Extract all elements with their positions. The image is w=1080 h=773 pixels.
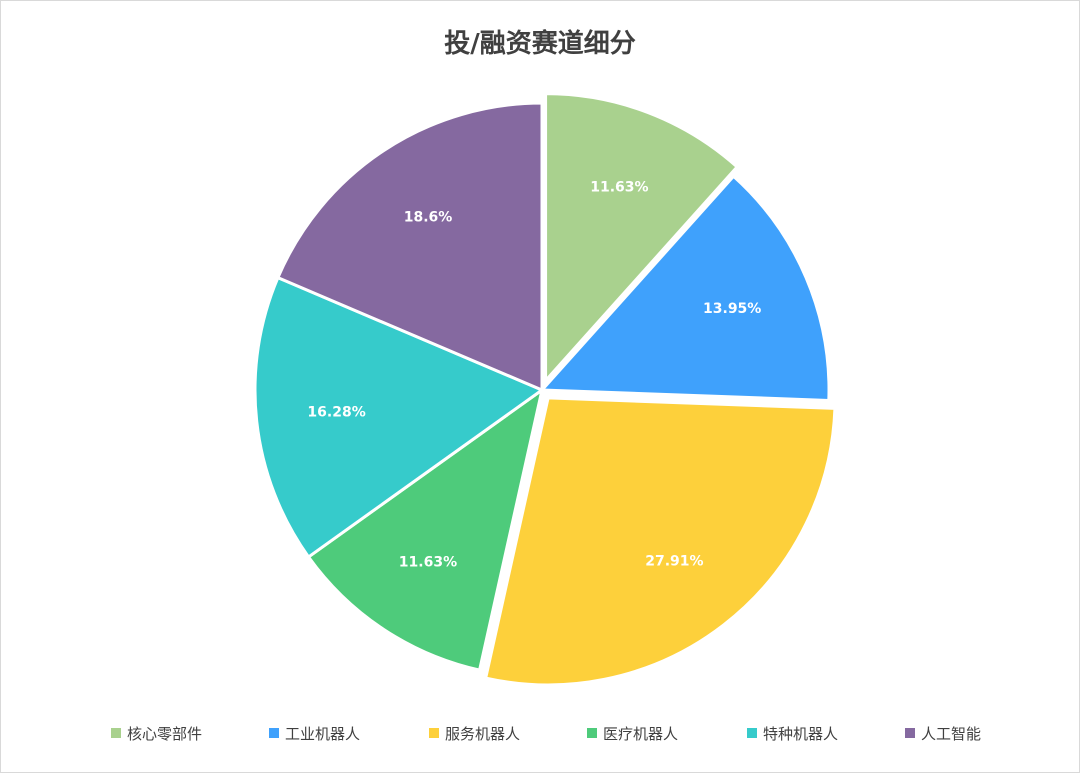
pie-slice [253,276,544,559]
pie-slice [484,396,837,687]
legend-item[interactable]: 人工智能 [905,719,981,747]
slice-data-label: 13.95% [703,301,761,317]
slice-data-label: 11.63% [590,180,648,196]
legend-swatch [111,728,121,738]
legend-swatch [747,728,757,738]
legend-label: 核心零部件 [127,724,203,743]
legend-item[interactable]: 医疗机器人 [587,719,678,747]
legend-swatch [269,728,279,738]
slice-data-label: 11.63% [399,554,457,570]
legend-label: 人工智能 [921,724,982,743]
slice-data-label: 18.6% [404,210,453,226]
legend-label: 服务机器人 [445,724,521,743]
legend-item[interactable]: 特种机器人 [747,719,838,747]
legend-swatch [587,728,597,738]
slice-data-label: 27.91% [645,553,703,569]
legend-swatch [429,728,439,738]
legend-label: 特种机器人 [763,724,839,743]
pie-slice [307,388,544,672]
legend-item[interactable]: 核心零部件 [111,719,202,747]
legend-item[interactable]: 服务机器人 [429,719,520,747]
chart-title: 投/融资赛道细分 [444,29,636,59]
pie-slice [540,174,831,402]
legend-item[interactable]: 工业机器人 [269,719,360,747]
pie-slice [544,92,739,383]
legend-swatch [905,728,915,738]
pie-slice [276,101,544,392]
legend-label: 医疗机器人 [603,724,679,743]
legend-label: 工业机器人 [285,724,361,743]
legend: 核心零部件 工业机器人 服务机器人 医疗机器人 特种机器人 人工智能 [1,719,1079,747]
slice-data-label: 16.28% [307,405,365,421]
